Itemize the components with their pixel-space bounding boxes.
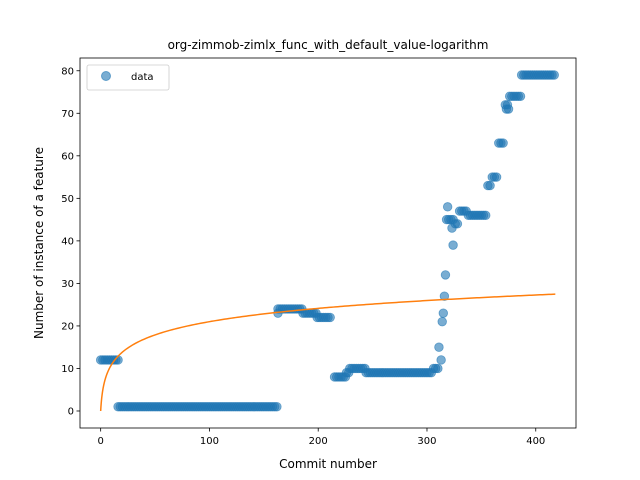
data-point	[272, 402, 282, 412]
x-axis-label: Commit number	[279, 457, 377, 471]
x-tick-label: 400	[526, 436, 545, 447]
data-point	[433, 363, 443, 374]
y-tick-label: 50	[61, 194, 74, 205]
y-axis-label: Number of instance of a feature	[32, 147, 46, 339]
data-point	[437, 316, 447, 327]
legend-box	[86, 64, 170, 91]
x-tick-label: 300	[417, 436, 436, 447]
y-tick-label: 30	[61, 279, 74, 290]
data-point	[442, 202, 453, 212]
y-axis: 0 10 20 30 40 50 60 70 80	[61, 66, 80, 417]
x-tick-label: 100	[200, 436, 219, 447]
y-tick-label: 10	[61, 364, 74, 375]
y-tick-label: 20	[61, 321, 74, 332]
data-point	[491, 172, 502, 182]
data-point	[485, 180, 495, 191]
data-point	[325, 312, 335, 323]
y-tick-label: 70	[61, 109, 74, 120]
chart-title: org-zimmob-zimlx_func_with_default_value…	[168, 38, 489, 52]
legend: data	[86, 64, 170, 91]
y-tick-label: 0	[68, 406, 74, 417]
data-point	[439, 291, 450, 301]
data-point	[434, 342, 444, 352]
x-tick-label: 200	[309, 436, 328, 447]
data-point	[440, 270, 451, 280]
data-point	[498, 138, 508, 148]
data-point	[448, 240, 458, 250]
x-tick-label: 0	[97, 436, 103, 447]
y-tick-label: 40	[61, 236, 74, 247]
data-point	[438, 308, 449, 318]
data-point	[503, 104, 514, 114]
x-axis: 0 100 200 300 400	[97, 428, 545, 447]
axes-frame	[79, 57, 577, 429]
legend-marker	[101, 71, 111, 81]
y-tick-label: 60	[61, 151, 74, 162]
data-point	[549, 70, 559, 80]
fit-line	[99, 293, 556, 412]
y-tick-label: 80	[61, 66, 74, 77]
data-point	[515, 91, 526, 101]
data-point	[481, 210, 491, 221]
data-point	[441, 214, 452, 225]
data-point	[436, 355, 446, 365]
data-point	[452, 219, 463, 229]
legend-entry-data: data	[131, 72, 154, 83]
plot-area	[95, 70, 559, 412]
